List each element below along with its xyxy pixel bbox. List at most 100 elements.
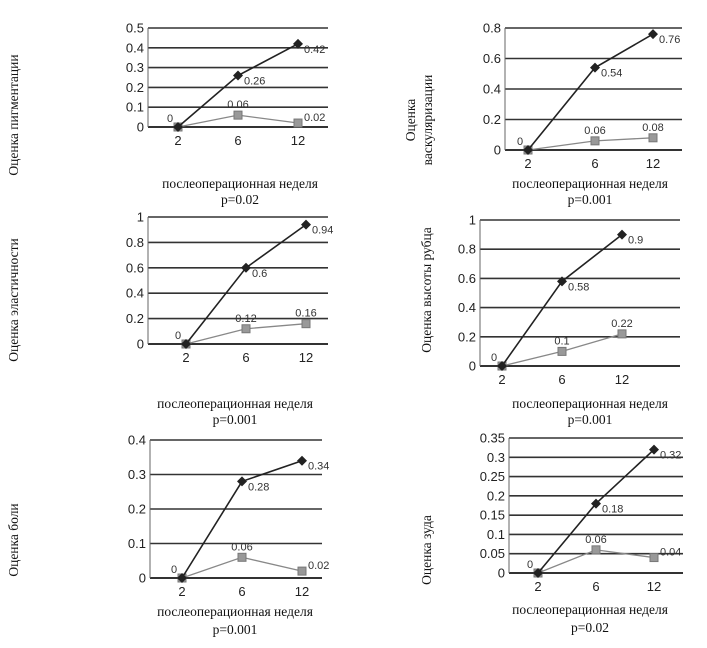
data-label: 0.16 [295, 308, 316, 320]
x-tick-label: 12 [647, 579, 661, 594]
y-tick-label: 0 [498, 566, 505, 581]
p-value: p=0.001 [213, 412, 258, 427]
y-tick-label: 0.4 [126, 286, 144, 301]
x-tick-label: 2 [534, 579, 541, 594]
data-label: 0.06 [585, 534, 606, 546]
y-axis-label: Оценка высоты рубца [419, 227, 434, 353]
x-axis-label: послеоперационная неделя [512, 176, 668, 191]
y-axis-label: Оценка васкуляризации [403, 75, 435, 166]
x-tick-label: 2 [178, 584, 185, 599]
data-label: 0.32 [660, 450, 681, 462]
data-label: 0.42 [304, 44, 325, 56]
y-tick-label: 0.1 [487, 527, 505, 542]
diamond-marker [173, 122, 183, 132]
y-tick-label: 0.2 [128, 502, 146, 517]
y-tick-label: 0.1 [126, 100, 144, 115]
x-tick-label: 2 [174, 133, 181, 148]
x-tick-label: 6 [238, 584, 245, 599]
diamond-marker [617, 229, 627, 240]
chart-1: 0 0.1 0.2 0.3 0.4 0.5 2 6 12 0 0.06 0.02 0.26 0.42 Оце… [6, 21, 328, 207]
y-tick-label: 0.2 [458, 329, 476, 344]
x-tick-label: 6 [242, 350, 249, 365]
y-tick-label: 1 [469, 213, 476, 228]
diamond-marker [301, 219, 311, 230]
p-value: p=0.001 [213, 622, 258, 637]
data-label: 0.06 [227, 99, 248, 111]
y-tick-label: 0 [494, 143, 501, 158]
x-axis-label: послеоперационная неделя [157, 396, 313, 411]
y-tick-label: 0 [137, 337, 144, 352]
x-tick-label: 6 [558, 372, 565, 387]
p-value: p=0.02 [571, 620, 609, 635]
data-label: 0.04 [660, 547, 681, 559]
y-axis-label: Оценка зуда [419, 515, 434, 585]
data-label: 0.58 [568, 281, 589, 293]
y-tick-label: 0.4 [458, 300, 476, 315]
data-label: 0.22 [611, 318, 632, 330]
y-axis-label: Оценка боли [6, 503, 21, 576]
x-tick-label: 12 [646, 156, 660, 171]
chart-5: 0 0.1 0.2 0.3 0.4 2 6 12 0 0.06 0.02 0.28 0.34 Оценка… [6, 433, 329, 638]
y-tick-label: 0.25 [480, 469, 505, 484]
diamond-marker [533, 568, 543, 578]
data-label: 0.1 [554, 335, 569, 347]
y-tick-label: 0.2 [126, 80, 144, 95]
x-tick-label: 12 [295, 584, 309, 599]
diamond-marker [648, 29, 658, 40]
y-tick-label: 0.1 [128, 536, 146, 551]
x-tick-label: 12 [291, 133, 305, 148]
y-tick-label: 0.05 [480, 546, 505, 561]
x-axis-label: послеоперационная неделя [512, 396, 668, 411]
data-label: 0.9 [628, 235, 643, 247]
y-tick-label: 0.6 [126, 260, 144, 275]
data-label: 0 [171, 564, 177, 576]
y-tick-label: 0.6 [458, 271, 476, 286]
y-tick-label: 0 [137, 120, 144, 135]
x-tick-label: 12 [299, 350, 313, 365]
x-axis-label: послеоперационная неделя [157, 604, 313, 619]
square-marker [293, 118, 303, 128]
diamond-marker [237, 476, 247, 487]
data-label: 0 [175, 330, 181, 342]
diamond-marker [297, 455, 307, 466]
y-tick-label: 0.15 [480, 508, 505, 523]
diamond-marker [523, 145, 533, 155]
y-tick-label: 0.8 [126, 235, 144, 250]
data-label: 0.08 [642, 122, 663, 134]
square-marker [301, 319, 311, 329]
square-marker [590, 136, 600, 146]
diamond-marker [241, 262, 251, 273]
square-marker [557, 346, 567, 356]
diamond-marker [293, 38, 303, 49]
y-tick-label: 0.5 [126, 21, 144, 36]
diamond-marker [177, 573, 187, 583]
data-label: 0 [167, 113, 173, 125]
y-axis-label-line: Оценка [403, 99, 418, 142]
x-tick-label: 6 [234, 133, 241, 148]
p-value: p=0.02 [221, 192, 259, 207]
y-tick-label: 0.4 [128, 433, 146, 448]
data-label: 0.34 [308, 461, 329, 473]
y-tick-label: 0.4 [126, 40, 144, 55]
p-value: p=0.001 [568, 192, 613, 207]
x-axis-label: послеоперационная неделя [162, 176, 318, 191]
chart-6: 0 0.05 0.1 0.15 0.2 0.25 0.3 0.35 2 6 12 0 0.06 0.04 0… [419, 431, 683, 635]
diamond-marker [557, 276, 567, 287]
diamond-marker [591, 498, 601, 509]
chart-4: 00.20.40.60.812 6 1200.10.220.580.9Оценка … [419, 213, 680, 427]
y-axis-label: Оценка эластичности [6, 238, 21, 362]
y-tick-label: 0 [139, 571, 146, 586]
x-tick-label: 6 [591, 156, 598, 171]
data-label: 0.76 [659, 34, 680, 46]
diamond-marker [181, 339, 191, 349]
data-label: 0.94 [312, 225, 333, 237]
data-label: 0 [527, 559, 533, 571]
x-tick-label: 2 [498, 372, 505, 387]
data-label: 0.18 [602, 504, 623, 516]
x-tick-label: 12 [615, 372, 629, 387]
data-label: 0.06 [584, 125, 605, 137]
square-marker [233, 110, 243, 120]
data-label: 0.02 [308, 560, 329, 572]
y-tick-label: 0.8 [458, 242, 476, 257]
square-marker [591, 545, 601, 555]
